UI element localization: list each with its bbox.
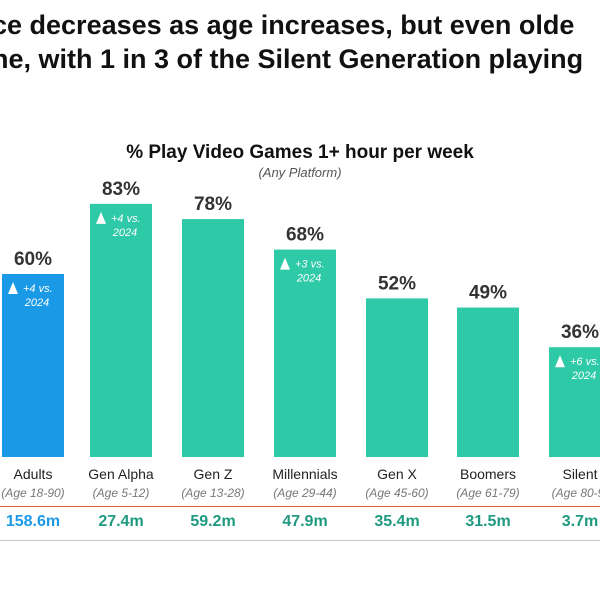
annotation-line1-silent: +6 vs. xyxy=(570,356,600,368)
bar-adults xyxy=(2,274,64,457)
population-gen-x: 35.4m xyxy=(374,513,420,530)
age-range-silent: (Age 80-9) xyxy=(551,486,600,500)
bar-gen-z xyxy=(182,219,244,457)
chart-subtitle: (Any Platform) xyxy=(258,165,342,180)
up-arrow-icon xyxy=(555,355,565,368)
up-arrow-icon xyxy=(280,257,290,270)
value-label-gen-alpha: 83% xyxy=(102,179,140,200)
annotation-line2-adults: 2024 xyxy=(24,297,49,309)
category-label-millennials: Millennials xyxy=(272,466,338,482)
category-label-gen-x: Gen X xyxy=(377,466,417,482)
age-range-adults: (Age 18-90) xyxy=(1,486,65,500)
headline: ce decreases as age increases, but even … xyxy=(0,8,583,76)
population-gen-z: 59.2m xyxy=(190,513,236,530)
bar-millennials xyxy=(274,249,336,457)
bar-boomers xyxy=(457,307,519,457)
age-range-gen-z: (Age 13-28) xyxy=(181,486,245,500)
category-label-gen-z: Gen Z xyxy=(193,466,233,482)
annotation-line2-silent: 2024 xyxy=(571,370,596,382)
value-label-millennials: 68% xyxy=(286,225,324,246)
population-gen-alpha: 27.4m xyxy=(98,513,144,530)
annotation-line1-millennials: +3 vs. xyxy=(295,259,325,271)
value-label-gen-x: 52% xyxy=(378,273,416,294)
annotation-line1-adults: +4 vs. xyxy=(23,283,53,295)
annotation-line2-gen-alpha: 2024 xyxy=(112,227,137,239)
bar-gen-x xyxy=(366,298,428,457)
headline-line-2: ne, with 1 in 3 of the Silent Generation… xyxy=(0,44,584,74)
category-label-gen-alpha: Gen Alpha xyxy=(88,466,154,482)
up-arrow-icon xyxy=(96,211,106,224)
population-millennials: 47.9m xyxy=(282,513,328,530)
population-separator-top xyxy=(0,506,600,507)
value-label-gen-z: 78% xyxy=(194,194,232,215)
category-label-adults: Adults xyxy=(13,466,53,482)
category-label-silent: Silent xyxy=(562,466,598,482)
age-range-boomers: (Age 61-79) xyxy=(456,486,520,500)
annotation-line2-millennials: 2024 xyxy=(296,273,321,285)
headline-line-1: ce decreases as age increases, but even … xyxy=(0,10,575,40)
bar-gen-alpha xyxy=(90,203,152,457)
age-range-gen-x: (Age 45-60) xyxy=(365,486,429,500)
annotation-line1-gen-alpha: +4 vs. xyxy=(111,213,141,225)
population-silent: 3.7m xyxy=(561,513,599,530)
age-range-gen-alpha: (Age 5-12) xyxy=(92,486,150,500)
value-label-silent: 36% xyxy=(561,322,599,343)
value-label-adults: 60% xyxy=(14,249,52,270)
population-adults: 158.6m xyxy=(5,513,61,530)
up-arrow-icon xyxy=(8,282,18,294)
value-label-boomers: 49% xyxy=(469,283,507,304)
category-label-boomers: Boomers xyxy=(459,466,517,482)
population-boomers: 31.5m xyxy=(465,513,511,530)
population-separator-bottom xyxy=(0,540,600,541)
age-range-millennials: (Age 29-44) xyxy=(273,486,337,500)
chart-title: % Play Video Games 1+ hour per week xyxy=(126,142,474,163)
